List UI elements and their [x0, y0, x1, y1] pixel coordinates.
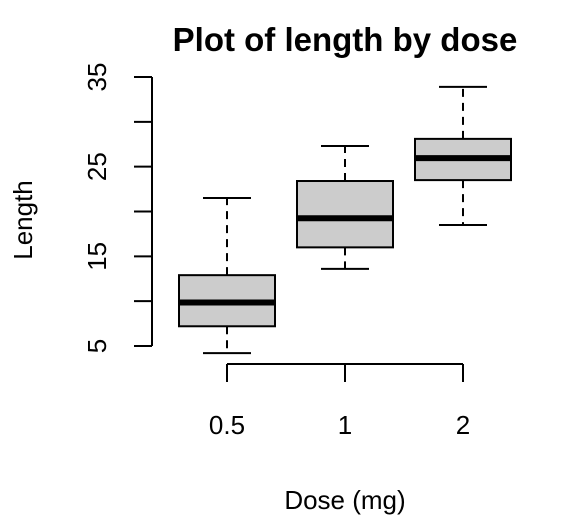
x-tick-label: 2 — [456, 410, 470, 440]
x-tick-label: 1 — [338, 410, 352, 440]
box-2 — [414, 85, 512, 226]
y-tick-label: 35 — [82, 63, 112, 92]
y-axis-label: Length — [8, 180, 38, 260]
box-1 — [296, 145, 394, 270]
x-axis: 0.5 1 2 — [209, 363, 470, 440]
y-axis: 5 15 25 35 — [82, 63, 153, 353]
y-tick-label: 5 — [82, 339, 112, 353]
y-tick-label: 25 — [82, 152, 112, 181]
x-tick-label: 0.5 — [209, 410, 245, 440]
y-tick-label: 15 — [82, 242, 112, 271]
x-axis-label: Dose (mg) — [284, 485, 405, 515]
chart-title: Plot of length by dose — [173, 21, 518, 58]
boxes — [178, 85, 512, 355]
box-0.5 — [178, 197, 276, 355]
iqr-box — [296, 180, 394, 249]
